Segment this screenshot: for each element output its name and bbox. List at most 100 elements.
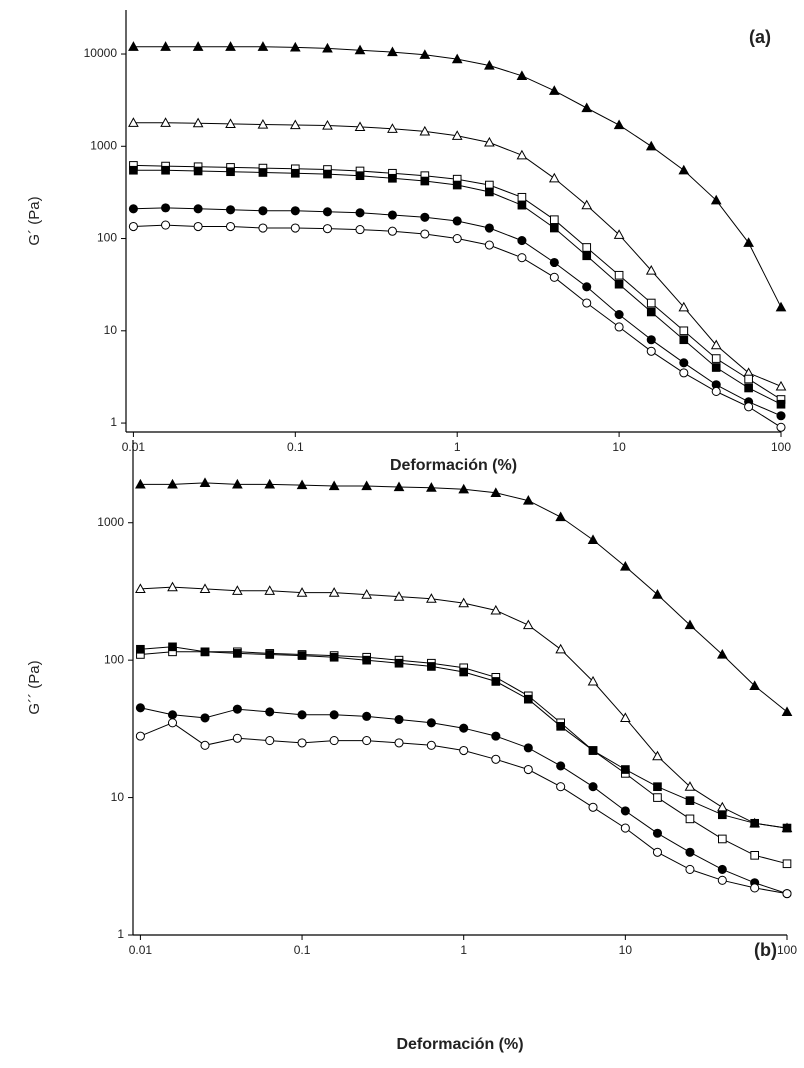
- marker: [614, 270, 624, 280]
- marker: [135, 583, 146, 594]
- marker: [516, 149, 528, 160]
- marker: [233, 649, 242, 658]
- marker: [232, 704, 242, 714]
- marker: [362, 655, 371, 665]
- marker: [419, 125, 431, 136]
- marker: [361, 589, 373, 599]
- marker: [199, 477, 211, 487]
- marker: [716, 648, 728, 659]
- y-tick-label: 1000: [90, 138, 117, 152]
- marker: [226, 167, 235, 177]
- marker: [750, 818, 759, 828]
- marker: [517, 200, 527, 210]
- marker: [258, 206, 268, 216]
- marker: [322, 224, 333, 234]
- marker: [775, 380, 787, 391]
- y-tick-label: 1000: [97, 515, 124, 529]
- marker: [290, 168, 300, 178]
- marker: [523, 694, 533, 704]
- marker: [193, 166, 203, 176]
- marker: [491, 754, 501, 764]
- marker: [128, 41, 139, 51]
- marker: [289, 41, 301, 52]
- x-tick-label: 0.01: [129, 943, 153, 957]
- marker: [717, 834, 727, 844]
- marker: [388, 173, 397, 183]
- marker: [329, 710, 339, 720]
- marker: [128, 117, 139, 127]
- marker: [167, 710, 178, 720]
- marker: [652, 828, 663, 838]
- marker: [355, 171, 365, 181]
- marker: [193, 221, 203, 232]
- marker: [387, 210, 397, 220]
- marker: [685, 847, 695, 857]
- marker: [619, 561, 631, 571]
- marker: [620, 806, 630, 816]
- marker: [750, 883, 760, 893]
- marker: [652, 750, 663, 761]
- marker: [394, 658, 404, 668]
- marker: [679, 368, 689, 378]
- y-tick-label: 10: [111, 790, 125, 804]
- marker: [588, 802, 598, 812]
- marker: [653, 782, 662, 792]
- marker: [387, 226, 397, 236]
- marker: [361, 480, 373, 491]
- marker: [355, 225, 365, 235]
- marker: [264, 585, 276, 595]
- x-tick-label: 10: [612, 440, 626, 454]
- marker: [328, 480, 340, 491]
- marker: [323, 169, 332, 179]
- marker: [782, 823, 792, 833]
- marker: [614, 279, 624, 289]
- marker: [710, 339, 722, 350]
- marker: [136, 644, 145, 654]
- marker: [782, 859, 792, 869]
- marker: [354, 44, 366, 55]
- marker: [517, 192, 527, 202]
- marker: [711, 354, 721, 363]
- marker: [781, 706, 793, 717]
- marker: [484, 223, 494, 233]
- marker: [684, 619, 696, 630]
- marker: [297, 738, 307, 748]
- marker: [393, 591, 405, 601]
- marker: [419, 49, 431, 59]
- marker: [362, 711, 372, 721]
- marker: [161, 203, 171, 213]
- marker: [394, 738, 404, 748]
- y-tick-label: 10000: [84, 46, 118, 60]
- marker: [420, 176, 430, 186]
- marker: [517, 236, 527, 246]
- marker: [555, 643, 567, 654]
- marker: [645, 140, 657, 151]
- marker: [135, 478, 146, 489]
- marker: [523, 743, 533, 753]
- marker: [711, 363, 721, 372]
- marker: [549, 223, 559, 233]
- panel-label: (b): [754, 940, 777, 960]
- marker: [192, 117, 204, 128]
- marker: [646, 335, 656, 345]
- marker: [587, 675, 599, 686]
- marker: [265, 707, 275, 717]
- marker: [582, 298, 592, 308]
- marker: [587, 534, 599, 545]
- marker: [225, 221, 236, 232]
- marker: [289, 119, 301, 130]
- marker: [685, 864, 695, 874]
- marker: [619, 712, 631, 723]
- x-tick-label: 100: [777, 943, 797, 957]
- marker: [717, 864, 727, 874]
- marker: [613, 119, 625, 130]
- marker: [459, 723, 469, 733]
- marker: [484, 60, 495, 70]
- marker: [192, 41, 204, 51]
- marker: [167, 581, 178, 592]
- marker: [129, 165, 138, 175]
- marker: [451, 53, 463, 64]
- marker: [128, 204, 138, 214]
